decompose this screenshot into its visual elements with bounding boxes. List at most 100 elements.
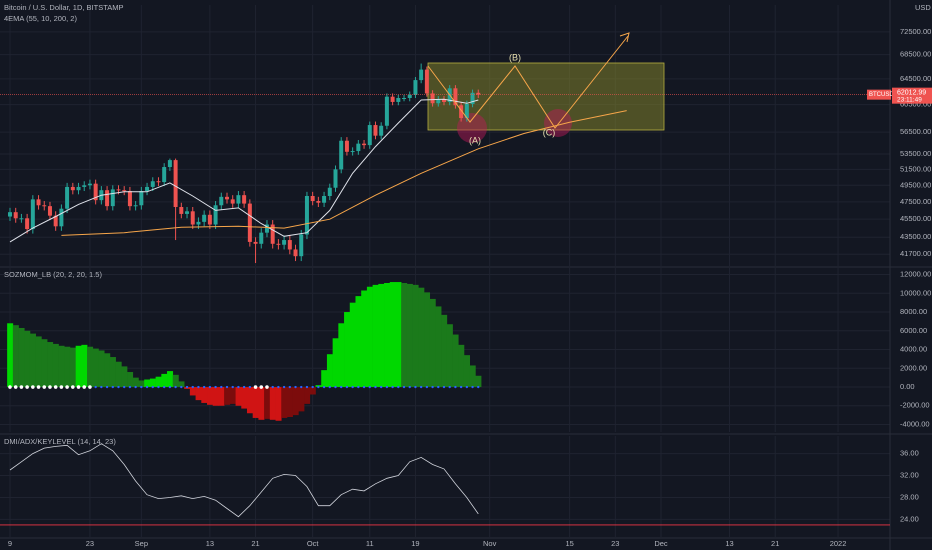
price-tag-text: 62012.99 [897, 90, 926, 97]
squeeze-dot [48, 385, 52, 389]
candle-body [122, 190, 127, 192]
squeeze-dot [214, 385, 217, 389]
candle-body [65, 186, 70, 209]
momentum-bar [292, 387, 299, 416]
candle-body [236, 195, 241, 204]
candle-body [207, 214, 212, 225]
candle-body [270, 224, 275, 244]
candle-body [390, 96, 395, 102]
candle-body [282, 240, 287, 245]
squeeze-dot [357, 385, 360, 389]
candle-body [25, 218, 30, 230]
ema-line [61, 110, 627, 236]
momentum-bar [321, 370, 328, 388]
momentum-bar [458, 344, 465, 388]
squeeze-dot [288, 385, 292, 389]
squeeze-dot [13, 385, 18, 389]
momentum-bar [349, 302, 356, 388]
symbol-tag-text: BTCUSD [869, 92, 894, 98]
candle-body [59, 208, 64, 227]
indicator-title: 4EMA (55, 10, 200, 2) [4, 14, 77, 23]
circle-a [457, 113, 487, 143]
momentum-bar [35, 336, 42, 388]
candle-body [19, 218, 24, 220]
momentum-bar [469, 365, 476, 388]
squeeze-dot [362, 385, 366, 389]
x-tick-label: 21 [251, 539, 259, 548]
candle-body [373, 125, 378, 136]
adx-line [9, 443, 479, 518]
annotation-label: (A) [469, 135, 481, 145]
momentum-bar [229, 387, 236, 404]
momentum-bar [304, 387, 311, 404]
x-tick-label: 11 [366, 539, 374, 548]
candle-body [162, 167, 167, 183]
momentum-bar [132, 377, 139, 388]
candle-body [230, 199, 235, 204]
squeeze-dot [53, 385, 58, 389]
candle-body [13, 212, 18, 219]
momentum-bar [418, 287, 425, 388]
momentum-bar [218, 387, 225, 406]
momentum-bar [441, 314, 448, 388]
x-tick-label: 2022 [830, 539, 847, 548]
candle-body [213, 205, 218, 225]
squeeze-dot [282, 385, 286, 389]
candle-body [253, 241, 258, 244]
momentum-bar [207, 387, 214, 405]
momentum-bar [212, 387, 219, 406]
chart-title: Bitcoin / U.S. Dollar, 1D, BITSTAMP [4, 3, 123, 12]
ema-line [9, 98, 479, 243]
momentum-bar [7, 323, 14, 388]
candle-body [287, 240, 292, 250]
squeeze-dot [208, 385, 212, 389]
y-tick-label: 0.00 [900, 382, 915, 391]
momentum-bar [241, 387, 248, 409]
y-tick-label: -2000.00 [900, 401, 930, 410]
momentum-bar [144, 379, 151, 388]
momentum-bar [406, 283, 413, 388]
candle-body [476, 92, 481, 95]
squeeze-dot [259, 385, 264, 389]
y-tick-label: 6000.00 [900, 326, 927, 335]
momentum-bar [115, 361, 122, 388]
momentum-bar [189, 387, 196, 396]
squeeze-dot [271, 385, 274, 389]
candle-body [93, 183, 98, 201]
squeeze-dot [437, 385, 440, 389]
candle-body [413, 80, 418, 95]
x-tick-label: 19 [411, 539, 419, 548]
y-tick-label: 10000.00 [900, 288, 931, 297]
y-tick-label: 64500.00 [900, 74, 931, 83]
momentum-bar [58, 345, 65, 388]
momentum-bar [41, 339, 48, 388]
momentum-bar [104, 353, 111, 388]
squeeze-dot [248, 385, 252, 389]
momentum-bar [452, 334, 459, 388]
momentum-bar [87, 346, 94, 388]
momentum-bar [378, 283, 385, 388]
squeeze-dot [42, 385, 47, 389]
y-tick-label: 4000.00 [900, 345, 927, 354]
squeeze-dot [397, 385, 400, 389]
squeeze-dot [151, 385, 154, 389]
candle-body [310, 195, 315, 202]
squeeze-dot [134, 385, 137, 389]
y-tick-label: 24.00 [900, 514, 919, 523]
momentum-bar [309, 387, 316, 395]
y-tick-label: 49500.00 [900, 180, 931, 189]
squeeze-dot [448, 385, 451, 389]
momentum-bar [384, 282, 391, 388]
momentum-bar [64, 346, 71, 388]
squeeze-dot [305, 385, 309, 389]
y-tick-label: 43500.00 [900, 232, 931, 241]
squeeze-dot [202, 385, 206, 389]
squeeze-dot [322, 385, 326, 389]
candle-body [36, 199, 41, 206]
squeeze-dot [76, 385, 81, 389]
candle-body [219, 196, 224, 206]
squeeze-dot [391, 385, 394, 389]
momentum-bar [201, 387, 208, 403]
momentum-bar [69, 347, 76, 388]
squeeze-dot [374, 385, 377, 389]
